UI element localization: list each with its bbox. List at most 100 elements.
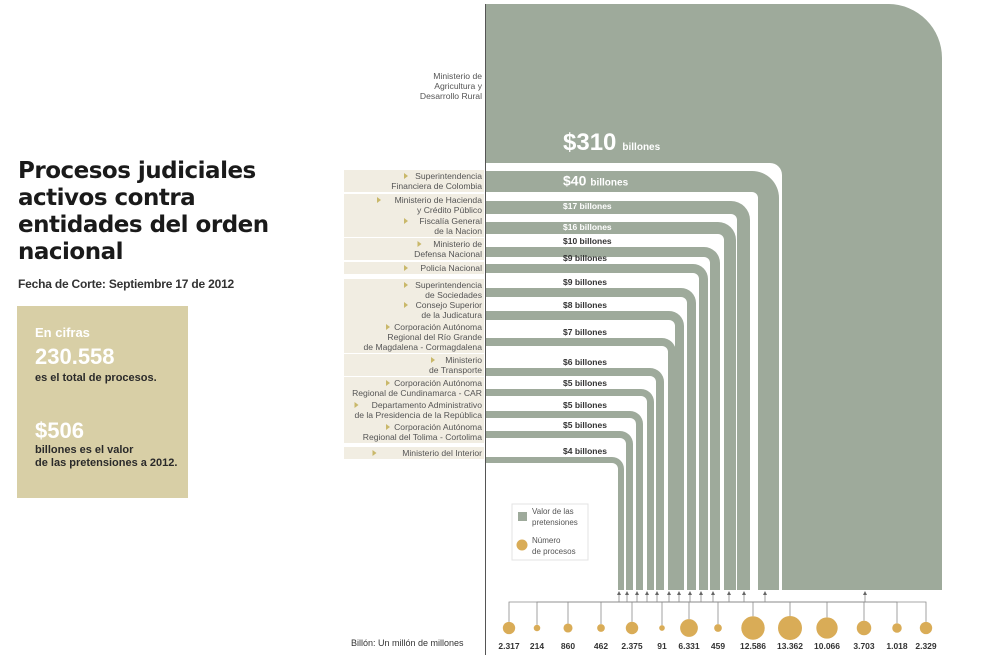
category-label-5-0: Policía Nacional	[420, 263, 482, 273]
category-label-4-0: Ministerio de	[433, 239, 482, 249]
arrow-icon-0	[863, 591, 867, 595]
arrow-icon-5	[699, 591, 703, 595]
category-label-9-1: de Transporte	[429, 365, 482, 375]
value-label-10: $5 billones	[563, 378, 607, 388]
dot-1	[533, 624, 541, 632]
dot-5	[659, 625, 665, 631]
category-label-7-0: Consejo Superior	[416, 300, 483, 310]
label-marker-icon-11	[354, 402, 359, 408]
value-label-4: $10 billones	[563, 236, 612, 246]
label-band-7	[344, 299, 484, 321]
value-label-5: $9 billones	[563, 253, 607, 263]
label-band-8	[344, 321, 484, 353]
arrow-icon-11	[635, 591, 639, 595]
arrow-icon-4	[711, 591, 715, 595]
category-label-1-1: Financiera de Colombia	[391, 181, 482, 191]
category-label-8-0: Corporación Autónoma	[394, 322, 482, 332]
label-band-13	[344, 447, 484, 459]
count-label-0: 2.317	[498, 641, 520, 651]
label-band-12	[344, 421, 484, 443]
legend-label-valor-1: Valor de las	[532, 507, 574, 516]
value-label-3: $16 billones	[563, 222, 612, 232]
label-band-4	[344, 238, 484, 260]
label-band-5	[344, 262, 484, 274]
count-label-8: 12.586	[740, 641, 766, 651]
label-band-9	[344, 354, 484, 376]
category-label-6-0: Superintendencia	[415, 280, 482, 290]
label-marker-icon-3	[404, 218, 408, 224]
arrow-icon-3	[727, 591, 731, 595]
page-title: Procesos judiciales activos contra entid…	[18, 158, 269, 265]
dot-4	[625, 621, 639, 635]
arrow-icon-1	[763, 591, 767, 595]
label-marker-icon-9	[431, 357, 435, 363]
category-label-11-0: Departamento Administrativo	[372, 400, 483, 410]
legend-label-numero-1: Número	[532, 536, 561, 545]
category-label-0-1: Agricultura y	[434, 81, 482, 91]
connector-13	[618, 594, 927, 622]
legend-label-valor-2: pretensiones	[532, 518, 578, 527]
legend-swatch-valor	[518, 512, 527, 521]
category-label-4-1: Defensa Nacional	[414, 249, 482, 259]
count-label-5: 91	[657, 641, 667, 651]
category-label-2-1: y Crédito Público	[417, 205, 482, 215]
label-marker-icon-5	[404, 265, 408, 271]
connector-7	[678, 594, 719, 625]
value-label-7: $8 billones	[563, 300, 607, 310]
dot-9	[778, 616, 802, 640]
label-marker-icon-10	[386, 380, 390, 386]
category-label-6-1: de Sociedades	[425, 290, 482, 300]
dot-13	[919, 621, 933, 635]
arrow-icon-7	[677, 591, 681, 595]
en-cifras-heading: En cifras	[35, 325, 90, 340]
label-marker-icon-12	[386, 424, 390, 430]
legend: Valor de las pretensiones Número de proc…	[511, 503, 589, 561]
value-label-2: $17 billones	[563, 201, 612, 211]
label-marker-icon-6	[404, 282, 408, 288]
arrow-icon-2	[742, 591, 746, 595]
arrow-icon-8	[667, 591, 671, 595]
label-marker-icon-8	[386, 324, 390, 330]
label-band-11	[344, 399, 484, 421]
count-label-1: 214	[530, 641, 544, 651]
arrow-icon-13	[617, 591, 621, 595]
en-cifras-box: En cifras 230.558 es el total de proceso…	[17, 306, 188, 498]
label-marker-icon-13	[372, 450, 377, 456]
arrow-icon-12	[625, 591, 629, 595]
count-label-12: 1.018	[886, 641, 908, 651]
total-procesos-value: 230.558	[35, 344, 115, 369]
value-label-8: $7 billones	[563, 327, 607, 337]
connector-9	[656, 594, 791, 616]
total-procesos-text: es el total de procesos.	[35, 372, 157, 384]
label-band-1	[344, 170, 484, 192]
value-label-12: $5 billones	[563, 420, 607, 430]
value-label-11: $5 billones	[563, 400, 607, 410]
category-label-12-0: Corporación Autónoma	[394, 422, 482, 432]
label-marker-icon-4	[417, 241, 422, 247]
connector-3	[600, 594, 730, 625]
dot-6	[680, 619, 698, 637]
count-label-13: 2.329	[915, 641, 937, 651]
category-label-3-0: Fiscalía General	[419, 216, 482, 226]
connector-10	[646, 594, 828, 618]
category-label-9-0: Ministerio	[445, 355, 482, 365]
label-marker-icon-1	[404, 173, 408, 179]
footnote: Billón: Un millón de millones	[351, 638, 464, 648]
category-label-7-1: de la Judicatura	[421, 310, 482, 320]
category-label-10-0: Corporación Autónoma	[394, 378, 482, 388]
category-label-8-2: de Magdalena - Cormagdalena	[364, 342, 483, 352]
count-label-7: 459	[711, 641, 725, 651]
label-bands	[344, 170, 484, 459]
label-band-10	[344, 377, 484, 399]
count-label-6: 6.331	[678, 641, 700, 651]
category-label-8-1: Regional del Río Grande	[387, 332, 482, 342]
label-marker-icon-2	[377, 197, 381, 203]
label-band-6	[344, 279, 484, 301]
category-label-1-0: Superintendencia	[415, 171, 482, 181]
bar-0	[485, 4, 942, 590]
arrow-icon-10	[645, 591, 649, 595]
valor-pretensiones-value: $506	[35, 418, 84, 443]
count-label-2: 860	[561, 641, 575, 651]
dot-11	[856, 620, 872, 636]
connector-12	[626, 594, 898, 624]
